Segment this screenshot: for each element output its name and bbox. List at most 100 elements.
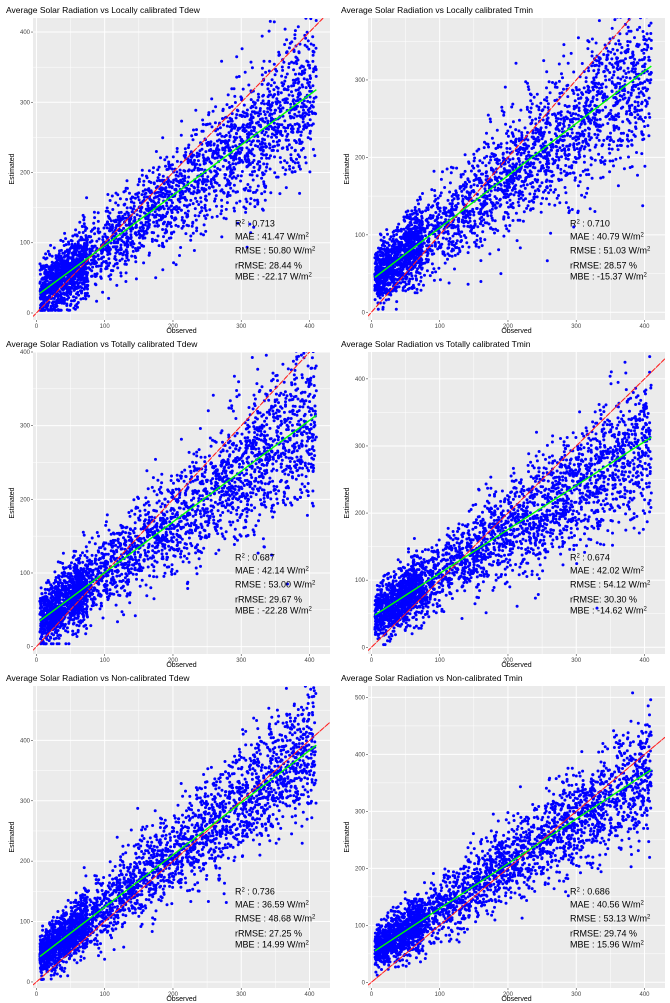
scatter-point — [214, 173, 218, 177]
scatter-point — [245, 245, 249, 249]
scatter-point — [234, 176, 238, 180]
scatter-point — [193, 207, 197, 211]
scatter-point — [155, 221, 159, 225]
scatter-point — [570, 164, 574, 168]
x-tick-label: 300 — [571, 324, 582, 330]
scatter-point — [79, 289, 82, 293]
scatter-point — [158, 179, 162, 183]
scatter-point — [610, 80, 614, 84]
scatter-point — [141, 236, 145, 240]
scatter-point — [260, 117, 264, 121]
scatter-point — [229, 156, 233, 160]
scatter-point — [86, 287, 89, 291]
scatter-point — [264, 70, 268, 74]
scatter-point — [471, 164, 474, 168]
scatter-point — [574, 86, 578, 89]
scatter-point — [291, 94, 295, 98]
scatter-point — [266, 95, 270, 99]
scatter-point — [463, 180, 467, 184]
scatter-point — [562, 87, 565, 91]
scatter-point — [587, 173, 591, 176]
scatter-point — [285, 50, 289, 54]
scatter-point — [439, 215, 443, 219]
scatter-point — [113, 255, 117, 258]
scatter-point — [119, 243, 123, 247]
scatter-point — [227, 138, 231, 142]
scatter-point — [236, 128, 240, 132]
scatter-point — [246, 189, 250, 193]
scatter-point — [149, 189, 153, 193]
scatter-point — [229, 148, 233, 152]
scatter-point — [44, 283, 48, 287]
scatter-point — [256, 184, 260, 188]
scatter-point — [108, 227, 112, 231]
scatter-point — [308, 74, 312, 78]
scatter-point — [120, 257, 124, 261]
scatter-point — [39, 287, 43, 291]
scatter-point — [213, 180, 217, 184]
scatter-point — [190, 134, 194, 138]
scatter-point — [121, 217, 125, 221]
scatter-point — [249, 143, 253, 147]
scatter-point — [619, 77, 623, 81]
scatter-point — [96, 230, 100, 233]
scatter-point — [461, 197, 465, 201]
scatter-point — [646, 124, 650, 128]
scatter-point — [597, 138, 601, 142]
scatter-point — [228, 165, 231, 169]
scatter-point — [146, 227, 149, 231]
scatter-point — [54, 289, 58, 293]
scatter-point — [82, 218, 86, 222]
scatter-point — [264, 169, 268, 173]
scatter-point — [303, 114, 307, 118]
scatter-point — [573, 178, 577, 182]
scatter-point — [64, 261, 68, 265]
scatter-point — [228, 194, 232, 197]
scatter-point — [506, 129, 510, 133]
scatter-point — [447, 281, 451, 285]
scatter-point — [549, 188, 553, 192]
scatter-point — [638, 109, 641, 112]
scatter-point — [647, 37, 651, 41]
scatter-point — [621, 75, 625, 79]
y-axis-label: Estimated — [344, 153, 351, 184]
scatter-point — [268, 167, 272, 171]
scatter-point — [514, 61, 518, 65]
scatter-point — [191, 192, 195, 196]
scatter-point — [174, 173, 178, 177]
scatter-point — [538, 184, 542, 188]
scatter-point — [224, 184, 228, 188]
scatter-point — [579, 173, 582, 177]
scatter-point — [181, 224, 185, 228]
scatter-point — [38, 262, 42, 266]
scatter-point — [162, 207, 166, 211]
scatter-point — [246, 183, 250, 186]
scatter-point — [78, 220, 82, 224]
scatter-point — [192, 249, 196, 252]
scatter-point — [242, 205, 246, 209]
scatter-point — [272, 81, 276, 85]
scatter-point — [485, 194, 489, 198]
scatter-point — [268, 146, 272, 150]
scatter-point — [410, 223, 414, 227]
scatter-point — [487, 145, 490, 149]
scatter-point — [175, 147, 179, 150]
scatter-point — [256, 92, 260, 96]
y-tick-label: 300 — [20, 100, 31, 106]
scatter-point — [110, 194, 114, 198]
scatter-point — [592, 69, 596, 73]
scatter-point — [106, 193, 110, 196]
scatter-point — [201, 122, 205, 126]
scatter-point — [93, 216, 97, 220]
scatter-point — [204, 229, 208, 233]
scatter-point — [602, 53, 606, 56]
scatter-point — [85, 248, 88, 252]
scatter-point — [260, 66, 264, 70]
scatter-point — [596, 89, 600, 93]
scatter-point — [220, 59, 224, 63]
scatter-point — [297, 50, 301, 54]
scatter-point — [439, 243, 443, 247]
scatter-point — [646, 6, 649, 9]
scatter-point — [304, 86, 308, 90]
scatter-point — [164, 192, 168, 196]
